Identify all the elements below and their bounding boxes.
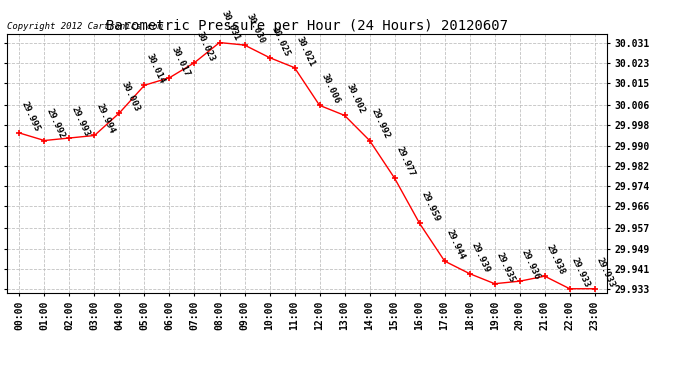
Text: 30.030: 30.030 — [244, 12, 266, 45]
Title: Barometric Pressure per Hour (24 Hours) 20120607: Barometric Pressure per Hour (24 Hours) … — [106, 19, 508, 33]
Text: 29.995: 29.995 — [19, 100, 41, 133]
Text: 30.006: 30.006 — [319, 72, 342, 105]
Text: 29.936: 29.936 — [520, 248, 542, 281]
Text: 30.003: 30.003 — [119, 80, 141, 113]
Text: 29.938: 29.938 — [544, 243, 566, 276]
Text: 29.935: 29.935 — [495, 251, 516, 284]
Text: 29.933: 29.933 — [595, 256, 616, 289]
Text: 30.021: 30.021 — [295, 34, 316, 68]
Text: 30.023: 30.023 — [195, 30, 216, 63]
Text: 29.992: 29.992 — [44, 108, 66, 141]
Text: 29.944: 29.944 — [444, 228, 466, 261]
Text: 29.994: 29.994 — [95, 102, 116, 135]
Text: 29.933: 29.933 — [570, 256, 591, 289]
Text: 30.002: 30.002 — [344, 82, 366, 116]
Text: 29.977: 29.977 — [395, 145, 416, 178]
Text: 29.939: 29.939 — [470, 241, 491, 274]
Text: Copyright 2012 Cartronics.com: Copyright 2012 Cartronics.com — [7, 22, 163, 31]
Text: 29.992: 29.992 — [370, 108, 391, 141]
Text: 30.031: 30.031 — [219, 9, 242, 42]
Text: 29.959: 29.959 — [420, 190, 442, 224]
Text: 30.014: 30.014 — [144, 52, 166, 85]
Text: 30.025: 30.025 — [270, 25, 291, 58]
Text: 30.017: 30.017 — [170, 45, 191, 78]
Text: 29.993: 29.993 — [70, 105, 91, 138]
